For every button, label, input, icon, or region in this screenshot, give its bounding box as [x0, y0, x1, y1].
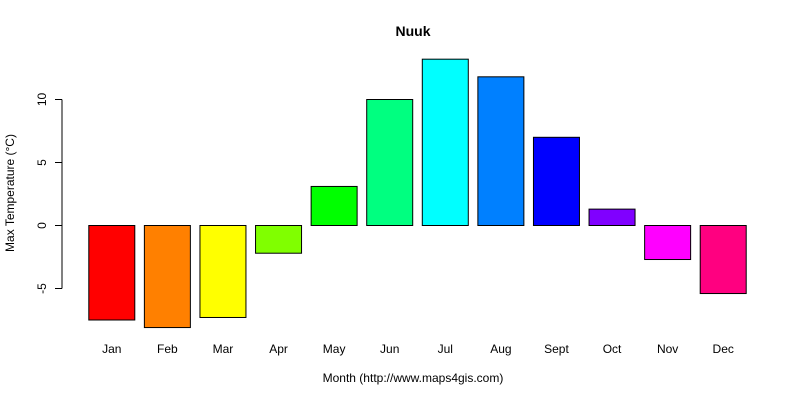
y-tick-label: 5 — [35, 159, 49, 166]
x-tick-label: Nov — [657, 342, 678, 356]
x-tick-label: Feb — [157, 342, 178, 356]
bar-feb — [143, 225, 191, 329]
bar-oct — [588, 208, 636, 226]
y-axis-label: Max Temperature (°C) — [3, 134, 17, 252]
x-tick-label: Jun — [380, 342, 399, 356]
bar-dec — [699, 225, 747, 295]
y-tick-label: 0 — [35, 222, 49, 229]
x-tick-label: Oct — [603, 342, 622, 356]
x-tick-label: Mar — [213, 342, 234, 356]
y-tick-label: -5 — [35, 283, 49, 294]
chart-title: Nuuk — [396, 23, 431, 39]
bar-may — [310, 185, 358, 227]
bars-group — [88, 58, 747, 329]
y-tick-label: 10 — [35, 93, 49, 107]
bar-jun — [366, 99, 414, 226]
y-axis: -5 0 5 10 — [35, 93, 63, 294]
bar-jan — [88, 225, 136, 321]
bar-jul — [421, 58, 469, 227]
bar-aug — [477, 76, 525, 226]
x-tick-label: Dec — [713, 342, 734, 356]
x-tick-label: Aug — [490, 342, 511, 356]
x-tick-label: Apr — [269, 342, 288, 356]
bar-nov — [644, 225, 692, 261]
x-tick-label: Sept — [544, 342, 569, 356]
bar-apr — [255, 225, 303, 254]
x-axis-label: Month (http://www.maps4gis.com) — [323, 371, 504, 385]
x-tick-label: Jan — [102, 342, 121, 356]
category-labels: Jan Feb Mar Apr May Jun Jul Aug Sept Oct Nov Dec — [102, 342, 734, 356]
x-tick-label: Jul — [438, 342, 453, 356]
bar-sept — [532, 136, 580, 226]
bar-mar — [199, 225, 247, 318]
x-tick-label: May — [323, 342, 346, 356]
